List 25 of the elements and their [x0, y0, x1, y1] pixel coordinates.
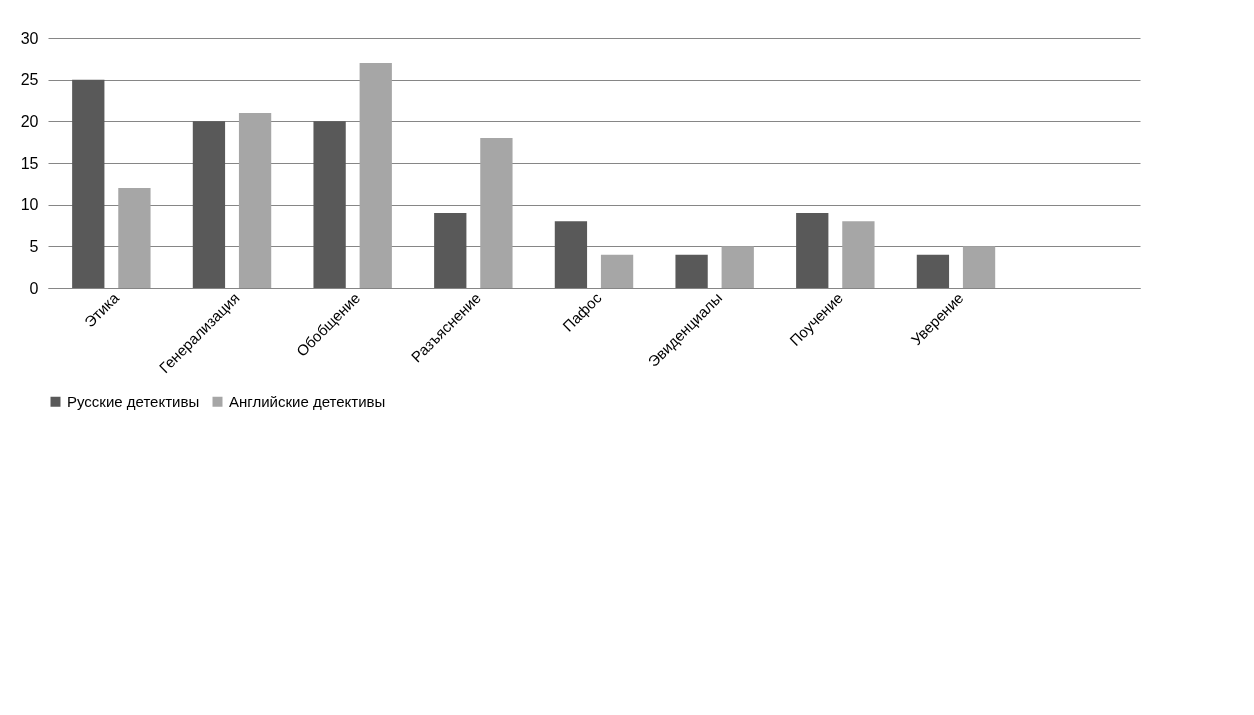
y-tick-label: 10	[20, 196, 39, 214]
bar	[721, 246, 754, 288]
bar	[72, 79, 105, 288]
y-tick-label: 20	[20, 112, 39, 130]
y-tick-label: 0	[29, 279, 39, 297]
bar	[796, 213, 829, 288]
bar	[842, 221, 875, 288]
y-tick-label: 5	[29, 237, 39, 255]
bar	[675, 254, 708, 288]
y-tick-label: 30	[20, 29, 39, 47]
y-tick-label: 25	[20, 71, 39, 89]
bar	[238, 113, 272, 288]
bar	[600, 254, 634, 288]
bar	[359, 63, 392, 288]
bar	[962, 246, 996, 288]
bar	[192, 121, 226, 288]
bar	[118, 188, 151, 288]
bar	[554, 221, 588, 288]
bar	[916, 254, 950, 288]
bar	[434, 213, 467, 288]
bar	[480, 138, 513, 288]
legend-label: Английские детективы	[229, 392, 386, 410]
legend-label: Русские детективы	[67, 392, 200, 410]
y-tick-label: 15	[20, 154, 39, 172]
bar	[313, 121, 346, 288]
